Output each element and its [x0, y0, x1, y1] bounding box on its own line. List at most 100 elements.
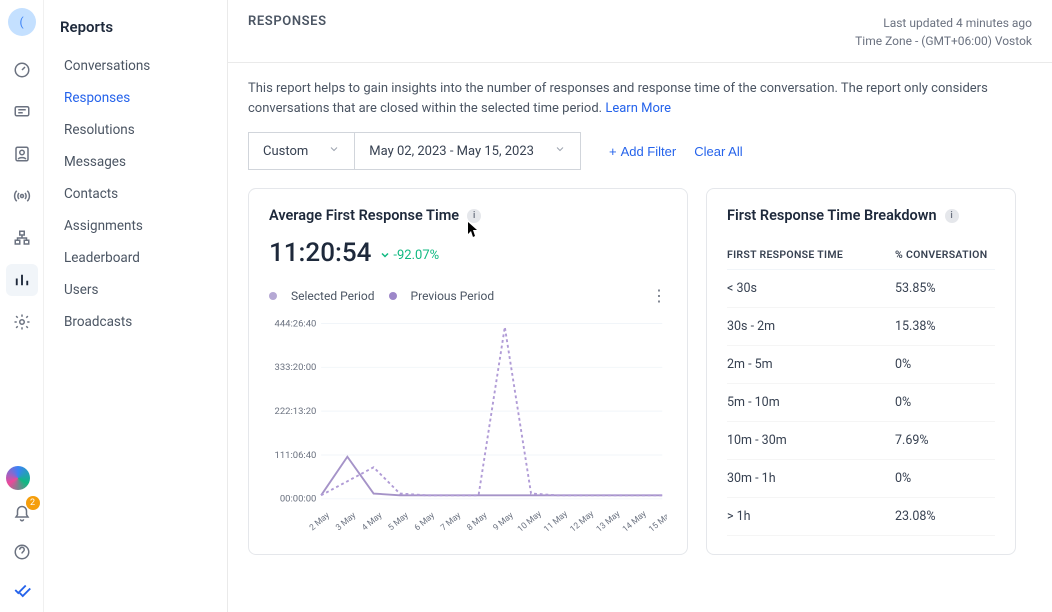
table-row: > 1h23.08%	[727, 498, 995, 536]
row-range: 10m - 30m	[727, 433, 895, 448]
avg-delta: -92.07%	[379, 248, 439, 263]
chart-menu-icon[interactable]: ⋮	[651, 286, 667, 305]
add-filter-label: Add Filter	[621, 144, 677, 159]
sidebar-item-conversations[interactable]: Conversations	[44, 50, 227, 82]
svg-text:8 May: 8 May	[465, 511, 489, 533]
last-updated: Last updated 4 minutes ago	[855, 14, 1032, 32]
reports-icon[interactable]	[6, 264, 38, 296]
response-time-chart: 444:26:40 333:20:00 222:13:20 111:06:40 00:0…	[269, 313, 667, 533]
sidebar-item-leaderboard[interactable]: Leaderboard	[44, 242, 227, 274]
chevron-down-icon	[554, 143, 566, 159]
table-row: 5m - 10m0%	[727, 384, 995, 422]
table-row: 30m - 1h0%	[727, 460, 995, 498]
svg-text:12 May: 12 May	[568, 509, 596, 533]
svg-text:6 May: 6 May	[413, 511, 437, 533]
svg-text:2 May: 2 May	[308, 511, 332, 533]
svg-text:222:13:20: 222:13:20	[275, 406, 317, 417]
sidebar: Reports ConversationsResponsesResolution…	[44, 0, 228, 612]
col-first-response: FIRST RESPONSE TIME	[727, 248, 895, 261]
svg-text:15 May: 15 May	[647, 509, 667, 533]
row-range: > 1h	[727, 509, 895, 524]
icon-rail: (	[0, 0, 44, 612]
workspace-avatar[interactable]: (	[8, 8, 36, 36]
plus-icon: +	[609, 144, 617, 159]
row-range: 2m - 5m	[727, 357, 895, 372]
row-range: 30m - 1h	[727, 471, 895, 486]
range-type-dropdown[interactable]: Custom	[248, 132, 354, 170]
svg-text:00:00:00: 00:00:00	[280, 494, 317, 505]
chart-legend: Selected Period Previous Period ⋮	[269, 286, 667, 305]
row-range: < 30s	[727, 281, 895, 296]
row-pct: 0%	[895, 471, 995, 486]
sidebar-item-resolutions[interactable]: Resolutions	[44, 114, 227, 146]
range-type-label: Custom	[263, 144, 308, 159]
sidebar-item-users[interactable]: Users	[44, 274, 227, 306]
delta-text: -92.07%	[393, 248, 439, 263]
clear-all-button[interactable]: Clear All	[694, 144, 742, 159]
date-range-dropdown[interactable]: May 02, 2023 - May 15, 2023	[354, 132, 581, 170]
svg-text:5 May: 5 May	[387, 511, 411, 533]
sidebar-item-broadcasts[interactable]: Broadcasts	[44, 306, 227, 338]
info-icon[interactable]: i	[945, 209, 959, 223]
sidebar-item-messages[interactable]: Messages	[44, 146, 227, 178]
add-filter-button[interactable]: + Add Filter	[609, 144, 676, 159]
legend-selected-label: Selected Period	[291, 289, 375, 303]
sidebar-item-contacts[interactable]: Contacts	[44, 178, 227, 210]
svg-text:10 May: 10 May	[516, 509, 544, 533]
main-content: RESPONSES Last updated 4 minutes ago Tim…	[228, 0, 1052, 612]
row-range: 5m - 10m	[727, 395, 895, 410]
chat-icon[interactable]	[6, 96, 38, 128]
svg-text:444:26:40: 444:26:40	[275, 318, 317, 329]
row-pct: 0%	[895, 395, 995, 410]
table-row: 10m - 30m7.69%	[727, 422, 995, 460]
checkmarks-icon[interactable]	[6, 574, 38, 606]
sidebar-item-assignments[interactable]: Assignments	[44, 210, 227, 242]
broadcast-icon[interactable]	[6, 180, 38, 212]
table-row: < 30s53.85%	[727, 270, 995, 308]
sidebar-title: Reports	[44, 18, 227, 50]
page-header: RESPONSES Last updated 4 minutes ago Tim…	[228, 0, 1052, 63]
avg-first-response-card: Average First Response Time i 11:20:54 -…	[248, 188, 688, 555]
row-pct: 23.08%	[895, 509, 995, 524]
chevron-down-icon	[328, 143, 340, 159]
legend-dot-previous	[389, 292, 397, 300]
help-icon[interactable]	[6, 536, 38, 568]
svg-text:3 May: 3 May	[334, 511, 358, 533]
row-pct: 0%	[895, 357, 995, 372]
svg-text:13 May: 13 May	[595, 509, 623, 533]
brand-logo[interactable]	[6, 466, 30, 490]
table-row: 30s - 2m15.38%	[727, 308, 995, 346]
description: This report helps to gain insights into …	[228, 63, 1052, 122]
breakdown-card: First Response Time Breakdown i FIRST RE…	[706, 188, 1016, 555]
table-header: FIRST RESPONSE TIME % CONVERSATION	[727, 240, 995, 270]
svg-text:9 May: 9 May	[492, 511, 516, 533]
svg-text:7 May: 7 May	[439, 511, 463, 533]
org-icon[interactable]	[6, 222, 38, 254]
bell-icon[interactable]	[6, 498, 38, 530]
legend-previous-label: Previous Period	[411, 289, 495, 303]
breakdown-title-text: First Response Time Breakdown	[727, 207, 937, 224]
card-title: Average First Response Time i	[269, 207, 667, 224]
svg-text:4 May: 4 May	[360, 511, 384, 533]
svg-text:111:06:40: 111:06:40	[275, 450, 317, 461]
svg-text:333:20:00: 333:20:00	[275, 362, 317, 373]
timezone: Time Zone - (GMT+06:00) Vostok	[855, 32, 1032, 50]
row-range: 30s - 2m	[727, 319, 895, 334]
legend-dot-selected	[269, 292, 277, 300]
avg-card-title-text: Average First Response Time	[269, 207, 459, 224]
filter-row: Custom May 02, 2023 - May 15, 2023 + Add…	[228, 122, 1052, 188]
row-pct: 53.85%	[895, 281, 995, 296]
gauge-icon[interactable]	[6, 54, 38, 86]
row-pct: 15.38%	[895, 319, 995, 334]
table-row: 2m - 5m0%	[727, 346, 995, 384]
col-pct-conversation: % CONVERSATION	[895, 248, 995, 261]
settings-icon[interactable]	[6, 306, 38, 338]
svg-text:11 May: 11 May	[542, 509, 570, 533]
info-icon[interactable]: i	[467, 209, 481, 223]
learn-more-link[interactable]: Learn More	[605, 101, 671, 116]
card-title: First Response Time Breakdown i	[727, 207, 995, 224]
sidebar-item-responses[interactable]: Responses	[44, 82, 227, 114]
contacts-icon[interactable]	[6, 138, 38, 170]
header-meta: Last updated 4 minutes ago Time Zone - (…	[855, 14, 1032, 50]
row-pct: 7.69%	[895, 433, 995, 448]
